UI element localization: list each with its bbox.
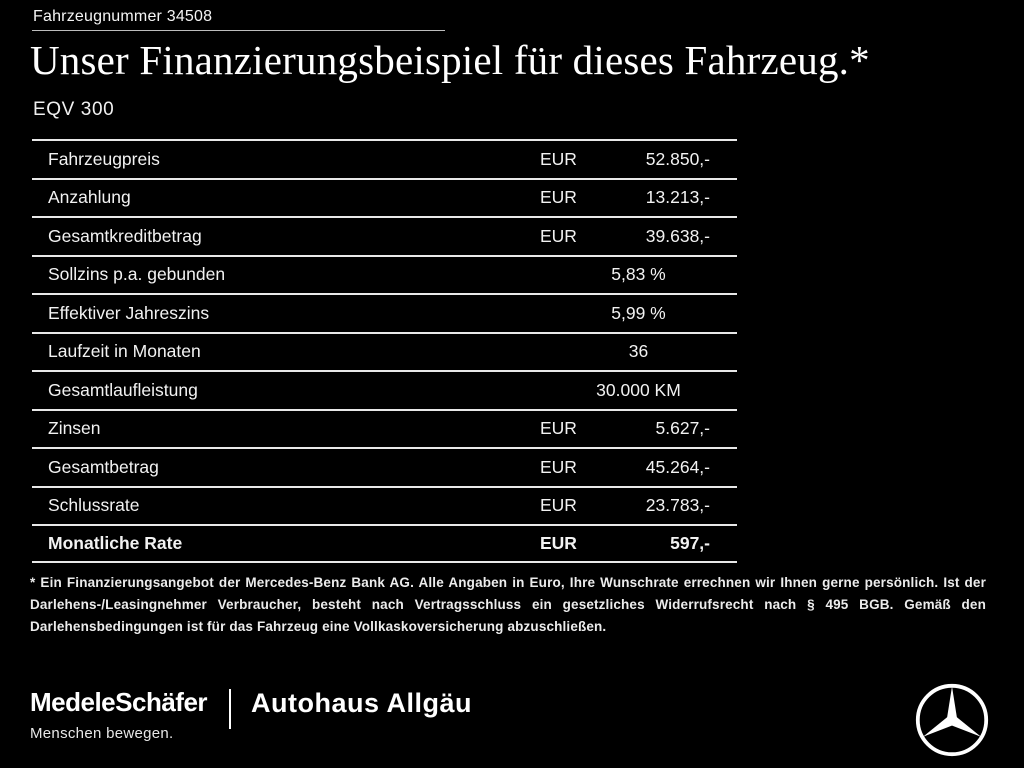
row-label: Fahrzeugpreis bbox=[48, 148, 160, 169]
row-label: Gesamtkreditbetrag bbox=[48, 225, 202, 246]
row-label: Zinsen bbox=[48, 418, 101, 439]
table-row-effektiver-jahreszins: Effektiver Jahreszins 5,99 % bbox=[32, 293, 737, 332]
table-row-anzahlung: Anzahlung EUR 13.213,- bbox=[32, 177, 737, 217]
dealer-logo-block: MedeleSchäfer Menschen bewegen. bbox=[30, 687, 208, 742]
row-value: 52.850,- bbox=[645, 148, 710, 169]
table-row-sollzins: Sollzins p.a. gebunden 5,83 % bbox=[32, 254, 737, 294]
row-currency: EUR bbox=[540, 418, 577, 439]
header-divider bbox=[32, 30, 445, 31]
row-value: 5.627,- bbox=[655, 418, 710, 439]
legal-footnote: * Ein Finanzierungsangebot der Mercedes-… bbox=[30, 575, 986, 634]
footer-divider bbox=[229, 689, 232, 729]
row-label: Monatliche Rate bbox=[48, 532, 183, 553]
row-currency: EUR bbox=[540, 148, 577, 169]
vehicle-number-label: Fahrzeugnummer 34508 bbox=[33, 8, 213, 25]
row-label: Anzahlung bbox=[48, 187, 131, 208]
row-value: 597,- bbox=[670, 532, 710, 553]
dealer-tagline: Menschen bewegen. bbox=[30, 724, 174, 742]
row-label: Sollzins p.a. gebunden bbox=[48, 264, 226, 285]
finance-table: Fahrzeugpreis EUR 52.850,- Anzahlung EUR… bbox=[32, 139, 737, 563]
row-label: Effektiver Jahreszins bbox=[48, 302, 210, 323]
page-title: Unser Finanzierungsbeispiel für dieses F… bbox=[30, 37, 870, 83]
row-value: 5,83 % bbox=[611, 264, 666, 285]
table-row-laufzeit: Laufzeit in Monaten 36 bbox=[32, 331, 737, 371]
row-value: 30.000 KM bbox=[596, 379, 681, 400]
row-value: 45.264,- bbox=[645, 456, 710, 477]
footer: MedeleSchäfer Menschen bewegen. Autohaus… bbox=[30, 683, 994, 763]
row-currency: EUR bbox=[540, 532, 577, 553]
row-value: 5,99 % bbox=[611, 302, 666, 323]
table-row-gesamtbetrag: Gesamtbetrag EUR 45.264,- bbox=[32, 447, 737, 486]
table-row-schlussrate: Schlussrate EUR 23.783,- bbox=[32, 485, 737, 525]
row-currency: EUR bbox=[540, 456, 577, 477]
dealer-logo-medele-schaefer: MedeleSchäfer bbox=[30, 687, 208, 717]
row-label: Schlussrate bbox=[48, 495, 140, 516]
row-label: Gesamtbetrag bbox=[48, 456, 159, 477]
table-row-gesamtlaufleistung: Gesamtlaufleistung 30.000 KM bbox=[32, 370, 737, 409]
table-row-monatliche-rate: Monatliche Rate EUR 597,- bbox=[32, 524, 737, 563]
row-currency: EUR bbox=[540, 225, 577, 246]
vehicle-model-label: EQV 300 bbox=[33, 99, 115, 120]
row-currency: EUR bbox=[540, 495, 577, 516]
row-value: 36 bbox=[628, 341, 649, 362]
mercedes-star-icon bbox=[914, 682, 990, 763]
table-row-fahrzeugpreis: Fahrzeugpreis EUR 52.850,- bbox=[32, 139, 737, 178]
row-label: Gesamtlaufleistung bbox=[48, 379, 198, 400]
table-row-gesamtkreditbetrag: Gesamtkreditbetrag EUR 39.638,- bbox=[32, 216, 737, 255]
dealer-logo-autohaus-allgaeu: Autohaus Allgäu bbox=[251, 688, 473, 718]
row-value: 39.638,- bbox=[645, 225, 710, 246]
row-value: 23.783,- bbox=[645, 495, 710, 516]
row-label: Laufzeit in Monaten bbox=[48, 341, 201, 362]
row-value: 13.213,- bbox=[645, 187, 710, 208]
table-row-zinsen: Zinsen EUR 5.627,- bbox=[32, 408, 737, 448]
row-currency: EUR bbox=[540, 187, 577, 208]
